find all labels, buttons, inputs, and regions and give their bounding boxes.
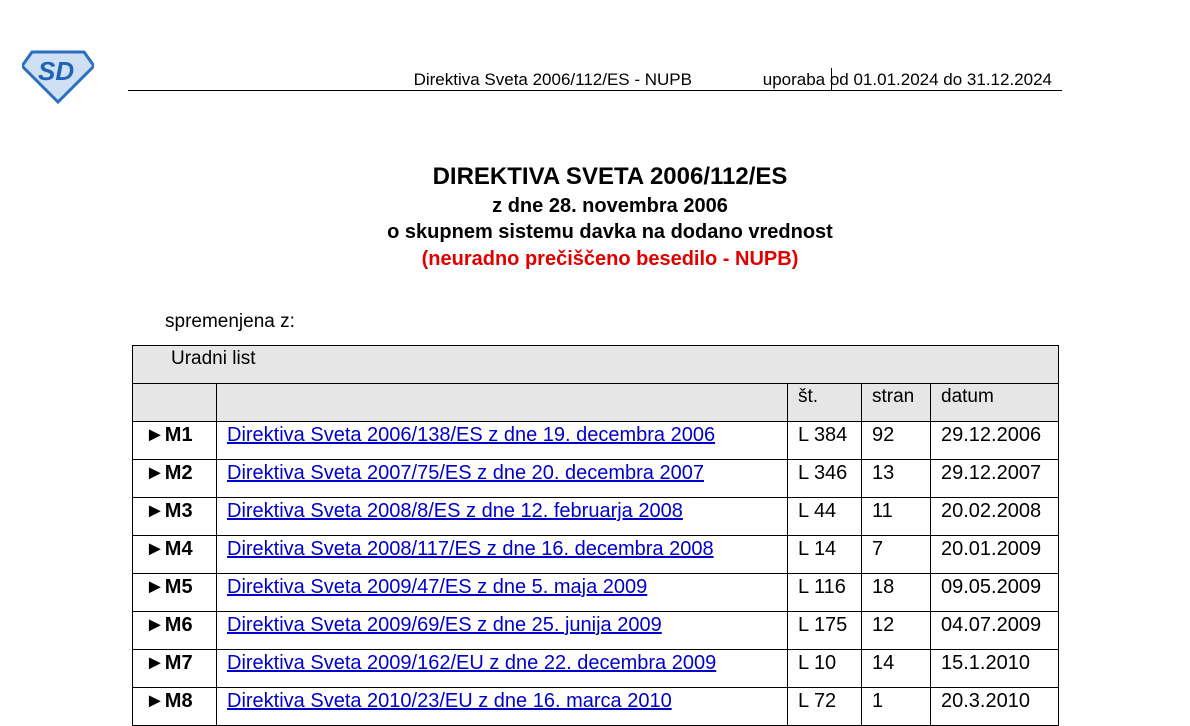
oj-page: 11: [861, 497, 931, 536]
column-header-row: št. stran datum: [132, 383, 1059, 422]
oj-number: L 116: [787, 573, 862, 612]
logo: SD: [22, 50, 94, 104]
oj-page: 14: [861, 649, 931, 688]
oj-page: 12: [861, 611, 931, 650]
amendment-marker: ►M6: [132, 611, 217, 650]
amendment-link[interactable]: Direktiva Sveta 2006/138/ES z dne 19. de…: [227, 424, 716, 446]
oj-date: 20.02.2008: [930, 497, 1059, 536]
table-row: ►M4 Direktiva Sveta 2008/117/ES z dne 16…: [132, 535, 1059, 574]
oj-page: 1: [861, 687, 931, 726]
amended-label: spremenjena z:: [165, 311, 295, 332]
col-header-date: datum: [930, 383, 1059, 422]
amendment-marker: ►M4: [132, 535, 217, 574]
table-row: ►M1 Direktiva Sveta 2006/138/ES z dne 19…: [132, 421, 1059, 460]
amendment-marker: ►M5: [132, 573, 217, 612]
amendment-link[interactable]: Direktiva Sveta 2008/8/ES z dne 12. febr…: [227, 500, 683, 522]
oj-number: L 44: [787, 497, 862, 536]
header-separator: [831, 68, 832, 90]
oj-date: 09.05.2009: [930, 573, 1059, 612]
amendment-link[interactable]: Direktiva Sveta 2009/47/ES z dne 5. maja…: [227, 576, 648, 598]
amendments-table: Uradni list št. stran datum ►M1 Direktiv…: [132, 345, 1059, 726]
table-row: ►M2 Direktiva Sveta 2007/75/ES z dne 20.…: [132, 459, 1059, 498]
amendment-marker: ►M2: [132, 459, 217, 498]
amendment-marker: ►M3: [132, 497, 217, 536]
table-row: ►M7 Direktiva Sveta 2009/162/EU z dne 22…: [132, 649, 1059, 688]
oj-date: 29.12.2007: [930, 459, 1059, 498]
amendment-link[interactable]: Direktiva Sveta 2010/23/EU z dne 16. mar…: [227, 690, 672, 712]
document-date: z dne 28. novembra 2006: [492, 195, 728, 217]
oj-number: L 384: [787, 421, 862, 460]
table-row: ►M5 Direktiva Sveta 2009/47/ES z dne 5. …: [132, 573, 1059, 612]
amendment-link[interactable]: Direktiva Sveta 2009/69/ES z dne 25. jun…: [227, 614, 662, 636]
oj-date: 29.12.2006: [930, 421, 1059, 460]
oj-date: 04.07.2009: [930, 611, 1059, 650]
col-header: [132, 383, 217, 422]
page-header: Direktiva Sveta 2006/112/ES - NUPB upora…: [128, 68, 1062, 91]
amendment-link[interactable]: Direktiva Sveta 2007/75/ES z dne 20. dec…: [227, 462, 704, 484]
oj-number: L 72: [787, 687, 862, 726]
oj-page: 13: [861, 459, 931, 498]
amendment-marker: ►M1: [132, 421, 217, 460]
amendment-link[interactable]: Direktiva Sveta 2009/162/EU z dne 22. de…: [227, 652, 717, 674]
oj-number: L 346: [787, 459, 862, 498]
oj-date: 20.01.2009: [930, 535, 1059, 574]
col-header: [216, 383, 788, 422]
oj-date: 15.1.2010: [930, 649, 1059, 688]
oj-page: 7: [861, 535, 931, 574]
table-row: ►M6 Direktiva Sveta 2009/69/ES z dne 25.…: [132, 611, 1059, 650]
document-title: DIREKTIVA SVETA 2006/112/ES: [432, 163, 788, 190]
oj-date: 20.3.2010: [930, 687, 1059, 726]
oj-page: 18: [861, 573, 931, 612]
col-header-number: št.: [787, 383, 862, 422]
oj-number: L 175: [787, 611, 862, 650]
amendment-link[interactable]: Direktiva Sveta 2008/117/ES z dne 16. de…: [227, 538, 714, 560]
header-validity: uporaba od 01.01.2024 do 31.12.2024: [762, 70, 1052, 89]
document-note: (neuradno prečiščeno besedilo - NUPB): [421, 248, 799, 270]
document-subject: o skupnem sistemu davka na dodano vredno…: [387, 221, 833, 243]
amendment-marker: ►M8: [132, 687, 217, 726]
table-row: ►M3 Direktiva Sveta 2008/8/ES z dne 12. …: [132, 497, 1059, 536]
svg-text:SD: SD: [38, 56, 74, 86]
table-row: ►M8 Direktiva Sveta 2010/23/EU z dne 16.…: [132, 687, 1059, 726]
amendment-marker: ►M7: [132, 649, 217, 688]
header-document-title: Direktiva Sveta 2006/112/ES - NUPB: [413, 70, 692, 89]
col-header-page: stran: [861, 383, 931, 422]
oj-number: L 14: [787, 535, 862, 574]
group-header: Uradni list: [132, 345, 1059, 384]
oj-page: 92: [861, 421, 931, 460]
oj-number: L 10: [787, 649, 862, 688]
